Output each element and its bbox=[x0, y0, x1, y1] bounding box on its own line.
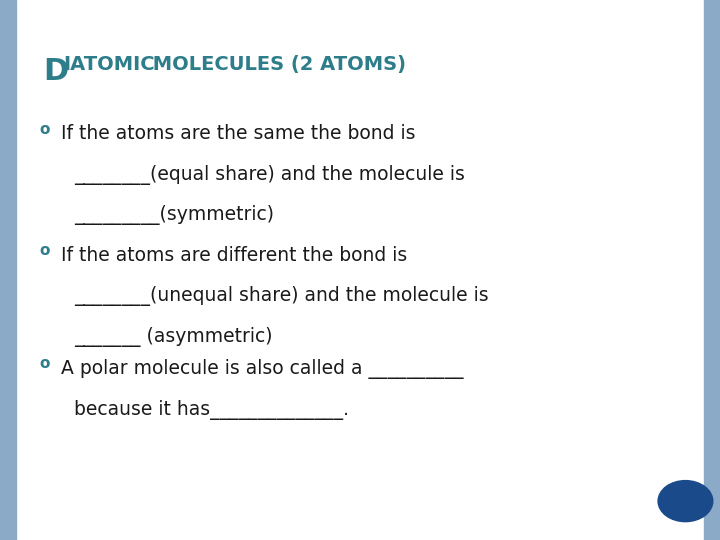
Bar bbox=[0, 0, 16, 540]
Text: _______ (asymmetric): _______ (asymmetric) bbox=[74, 327, 273, 347]
Text: o: o bbox=[40, 243, 50, 258]
Circle shape bbox=[658, 481, 713, 522]
Text: A polar molecule is also called a __________: A polar molecule is also called a ______… bbox=[61, 359, 464, 379]
Text: If the atoms are the same the bond is: If the atoms are the same the bond is bbox=[61, 124, 415, 143]
Text: o: o bbox=[40, 356, 50, 372]
Text: ________(equal share) and the molecule is: ________(equal share) and the molecule i… bbox=[74, 165, 465, 185]
Text: because it has______________.: because it has______________. bbox=[74, 400, 349, 420]
Text: _________(symmetric): _________(symmetric) bbox=[74, 205, 274, 225]
Text: If the atoms are different the bond is: If the atoms are different the bond is bbox=[61, 246, 408, 265]
Text: MOLECULES (2 ATOMS): MOLECULES (2 ATOMS) bbox=[146, 55, 406, 74]
Text: ________(unequal share) and the molecule is: ________(unequal share) and the molecule… bbox=[74, 286, 489, 306]
Text: D: D bbox=[43, 57, 68, 86]
Text: IATOMIC: IATOMIC bbox=[63, 55, 155, 74]
Text: o: o bbox=[40, 122, 50, 137]
Bar bbox=[704, 0, 720, 540]
